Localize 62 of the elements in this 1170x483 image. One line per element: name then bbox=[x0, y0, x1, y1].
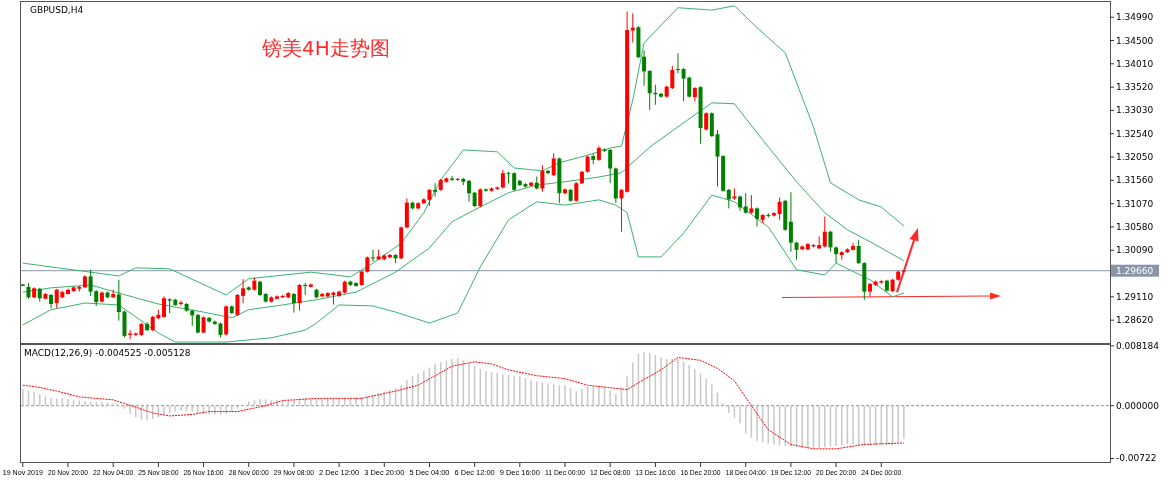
candlestick bbox=[749, 194, 754, 215]
y-tick-label: 1.31070 bbox=[1116, 198, 1154, 209]
y-tick-label: 1.30090 bbox=[1116, 245, 1154, 256]
candlestick bbox=[297, 283, 302, 312]
candlestick bbox=[743, 192, 748, 215]
y-tick-label: 0.000000 bbox=[1116, 400, 1160, 411]
y-tick-label: -0.00722 bbox=[1116, 453, 1157, 464]
candlestick bbox=[828, 230, 833, 253]
candlestick bbox=[675, 52, 680, 74]
candlestick bbox=[834, 245, 839, 264]
candlestick bbox=[794, 241, 799, 261]
y-tick-label: 1.29110 bbox=[1116, 291, 1154, 302]
candlestick bbox=[822, 215, 827, 248]
candlestick bbox=[788, 191, 793, 253]
y-tick-label: 1.32540 bbox=[1116, 128, 1154, 139]
candlestick bbox=[856, 239, 861, 265]
candlestick bbox=[817, 235, 822, 250]
candlestick bbox=[704, 111, 709, 131]
y-tick-label: 1.33030 bbox=[1116, 105, 1154, 116]
chart-subtitle: GBPUSD,H4 bbox=[30, 5, 84, 15]
candlestick bbox=[235, 293, 240, 317]
candlestick bbox=[483, 187, 488, 193]
line-series bbox=[22, 102, 905, 319]
y-tick-label: 0.008184 bbox=[1116, 340, 1160, 351]
candlestick bbox=[777, 196, 782, 221]
line-series bbox=[22, 5, 905, 296]
chart-title: MACD(12,26,9) -0.004525 -0.005128 bbox=[24, 348, 191, 358]
y-tick-label: 1.34990 bbox=[1116, 12, 1154, 23]
candlestick bbox=[647, 69, 652, 111]
candlestick bbox=[755, 206, 760, 227]
line-series bbox=[22, 356, 905, 450]
candlestick bbox=[466, 179, 471, 203]
candlestick bbox=[851, 242, 856, 252]
y-tick-label: 1.34500 bbox=[1116, 35, 1154, 46]
candlestick bbox=[540, 164, 545, 193]
candlestick bbox=[619, 188, 624, 233]
y-tick-label: 1.30580 bbox=[1116, 221, 1154, 232]
candlestick bbox=[551, 152, 556, 177]
candlestick bbox=[574, 181, 579, 203]
y-tick-label: 1.34010 bbox=[1116, 58, 1154, 69]
candlestick bbox=[450, 175, 455, 182]
candlestick bbox=[128, 329, 133, 340]
candlestick bbox=[291, 292, 296, 314]
candlestick bbox=[642, 50, 647, 87]
y-tick-label: 1.28620 bbox=[1116, 315, 1154, 326]
candlestick bbox=[630, 12, 635, 43]
y-tick-label: 1.33520 bbox=[1116, 82, 1154, 93]
y-tick-label: 1.31560 bbox=[1116, 175, 1154, 186]
candlestick bbox=[116, 279, 121, 322]
candlestick bbox=[726, 188, 731, 209]
candlestick bbox=[500, 169, 505, 189]
candlestick bbox=[478, 187, 483, 208]
line-series bbox=[22, 194, 905, 343]
text: 镑美4H走势图 bbox=[261, 36, 390, 60]
candlestick bbox=[901, 269, 906, 274]
y-tick-label: 1.32050 bbox=[1116, 152, 1154, 163]
candlestick bbox=[241, 278, 246, 304]
candlestick bbox=[303, 282, 308, 296]
ref-line-label: 1.29660 bbox=[1116, 265, 1154, 276]
candlestick bbox=[370, 249, 375, 263]
candlestick bbox=[433, 182, 438, 198]
candlestick bbox=[162, 295, 167, 319]
